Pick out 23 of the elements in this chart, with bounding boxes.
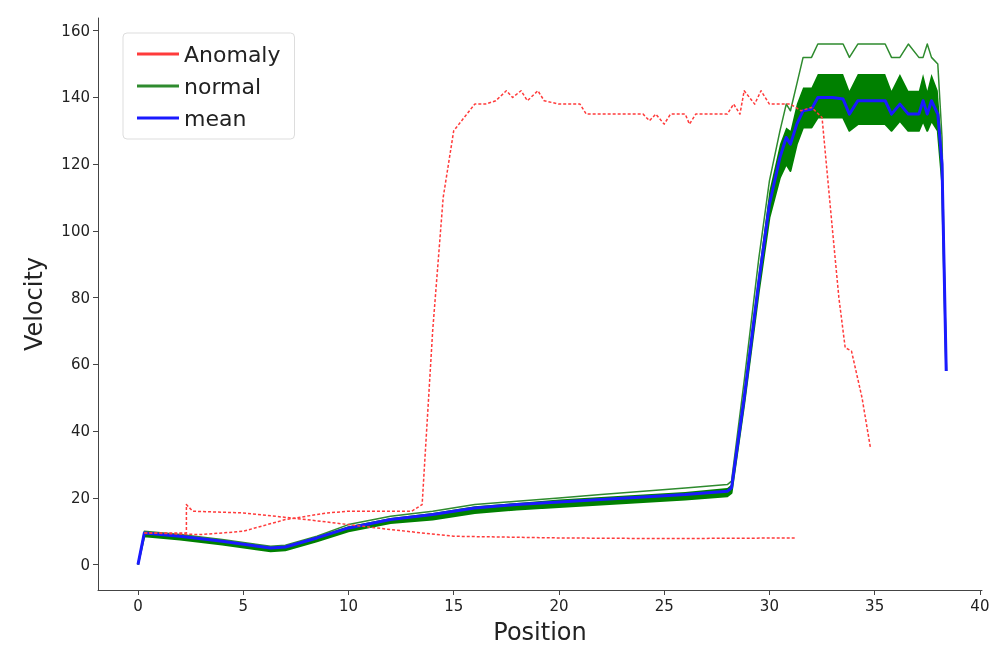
- x-tick-label: 15: [444, 596, 464, 615]
- legend-label: Anomaly: [184, 41, 281, 67]
- x-tick-label: 10: [338, 596, 359, 615]
- y-tick-label: 120: [61, 155, 90, 174]
- x-axis-title: Position: [493, 618, 587, 646]
- x-tick-label: 0: [133, 596, 143, 615]
- x-tick-label: 5: [238, 596, 248, 615]
- x-tick-label: 35: [865, 596, 885, 615]
- legend-label: normal: [184, 73, 262, 99]
- x-tick-label: 30: [759, 596, 779, 615]
- y-tick-label: 20: [70, 488, 90, 507]
- x-tick-label: 25: [654, 596, 674, 615]
- y-tick-label: 80: [70, 288, 90, 307]
- y-axis-title: Velocity: [20, 256, 48, 352]
- y-tick-label: 0: [80, 555, 90, 574]
- x-tick-label: 20: [549, 596, 569, 615]
- y-tick-label: 160: [61, 21, 90, 40]
- y-tick-label: 140: [61, 88, 90, 107]
- y-tick-label: 40: [70, 422, 90, 441]
- x-tick-label: 40: [970, 596, 990, 615]
- y-tick-label: 100: [61, 221, 90, 240]
- legend-label: mean: [184, 105, 247, 131]
- y-tick-label: 60: [70, 355, 90, 374]
